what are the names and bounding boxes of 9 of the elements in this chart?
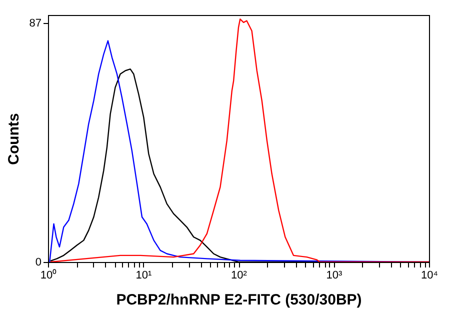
x-tick-label: 10¹ [136, 270, 152, 282]
y-tick-label: 87 [29, 18, 42, 30]
y-axis-title: Counts [5, 113, 22, 165]
x-tick-label: 10⁴ [421, 270, 438, 282]
x-tick-label: 10² [231, 270, 248, 282]
x-axis-title: PCBP2/hnRNP E2-FITC (530/30BP) [116, 292, 362, 308]
x-tick-label: 10⁰ [40, 268, 57, 282]
y-tick-label: 0 [35, 256, 42, 268]
x-tick-label: 10³ [326, 270, 343, 282]
